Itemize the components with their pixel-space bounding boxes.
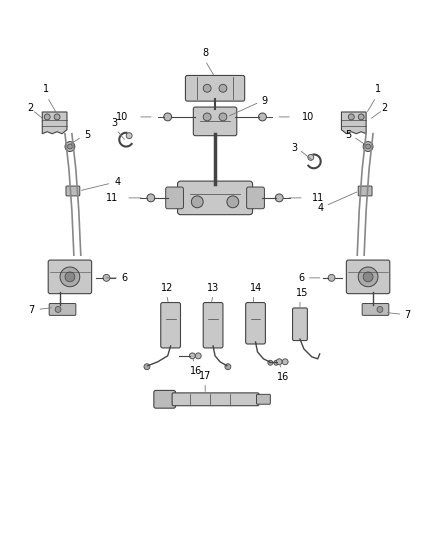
FancyBboxPatch shape: [293, 308, 307, 341]
Circle shape: [225, 364, 231, 370]
Circle shape: [268, 360, 273, 365]
Circle shape: [189, 353, 195, 359]
FancyBboxPatch shape: [346, 260, 390, 294]
FancyBboxPatch shape: [49, 303, 76, 316]
FancyBboxPatch shape: [358, 186, 372, 196]
Text: 11: 11: [106, 193, 118, 203]
Circle shape: [219, 113, 227, 121]
Circle shape: [126, 133, 132, 139]
Circle shape: [275, 194, 283, 202]
Circle shape: [55, 306, 61, 312]
Circle shape: [363, 272, 373, 282]
FancyBboxPatch shape: [161, 303, 180, 348]
Text: 7: 7: [405, 310, 411, 320]
Circle shape: [103, 274, 110, 281]
Circle shape: [363, 142, 373, 151]
Circle shape: [44, 114, 50, 120]
FancyBboxPatch shape: [177, 181, 253, 215]
Circle shape: [282, 359, 288, 365]
FancyBboxPatch shape: [172, 393, 259, 406]
Text: 12: 12: [161, 282, 173, 293]
Circle shape: [65, 142, 75, 151]
FancyBboxPatch shape: [66, 186, 80, 196]
Text: 16: 16: [277, 372, 290, 382]
Text: 1: 1: [375, 84, 381, 94]
Circle shape: [147, 194, 155, 202]
FancyBboxPatch shape: [166, 187, 184, 209]
Circle shape: [144, 364, 150, 370]
Circle shape: [258, 113, 266, 121]
Text: 17: 17: [199, 370, 212, 381]
Circle shape: [67, 144, 72, 149]
Polygon shape: [342, 112, 366, 134]
Text: 14: 14: [250, 282, 262, 293]
Circle shape: [191, 196, 203, 208]
Circle shape: [328, 274, 335, 281]
Circle shape: [60, 267, 80, 287]
Circle shape: [195, 353, 201, 359]
FancyBboxPatch shape: [247, 187, 265, 209]
FancyBboxPatch shape: [257, 394, 270, 404]
Circle shape: [203, 84, 211, 92]
Text: 5: 5: [84, 130, 90, 140]
Circle shape: [227, 196, 239, 208]
Text: 13: 13: [207, 282, 219, 293]
Text: 10: 10: [302, 112, 314, 122]
Circle shape: [366, 144, 371, 149]
FancyBboxPatch shape: [185, 76, 245, 101]
Circle shape: [358, 267, 378, 287]
Text: 2: 2: [382, 103, 388, 113]
Circle shape: [358, 114, 364, 120]
FancyBboxPatch shape: [246, 303, 265, 344]
Circle shape: [203, 113, 211, 121]
Text: 8: 8: [202, 47, 208, 58]
Text: 10: 10: [116, 112, 128, 122]
FancyBboxPatch shape: [154, 390, 176, 408]
Text: 4: 4: [114, 177, 120, 187]
Circle shape: [164, 113, 172, 121]
Text: 5: 5: [345, 130, 351, 140]
Text: 11: 11: [312, 193, 324, 203]
FancyBboxPatch shape: [362, 303, 389, 316]
Text: 6: 6: [299, 273, 305, 283]
Text: 4: 4: [318, 203, 324, 213]
Text: 9: 9: [261, 96, 268, 106]
Circle shape: [308, 155, 314, 160]
Polygon shape: [42, 112, 67, 134]
Text: 1: 1: [43, 84, 49, 94]
Circle shape: [276, 359, 282, 365]
Text: 2: 2: [27, 103, 34, 113]
Circle shape: [274, 360, 279, 365]
Text: 6: 6: [121, 273, 127, 283]
Text: 7: 7: [28, 305, 34, 316]
Circle shape: [348, 114, 354, 120]
Text: 3: 3: [291, 142, 297, 152]
Text: 15: 15: [296, 288, 308, 297]
FancyBboxPatch shape: [48, 260, 92, 294]
Text: 16: 16: [191, 366, 203, 376]
Circle shape: [54, 114, 60, 120]
FancyBboxPatch shape: [193, 107, 237, 136]
Circle shape: [219, 84, 227, 92]
Circle shape: [65, 272, 75, 282]
Text: 3: 3: [111, 118, 117, 128]
Circle shape: [377, 306, 383, 312]
FancyBboxPatch shape: [203, 303, 223, 348]
